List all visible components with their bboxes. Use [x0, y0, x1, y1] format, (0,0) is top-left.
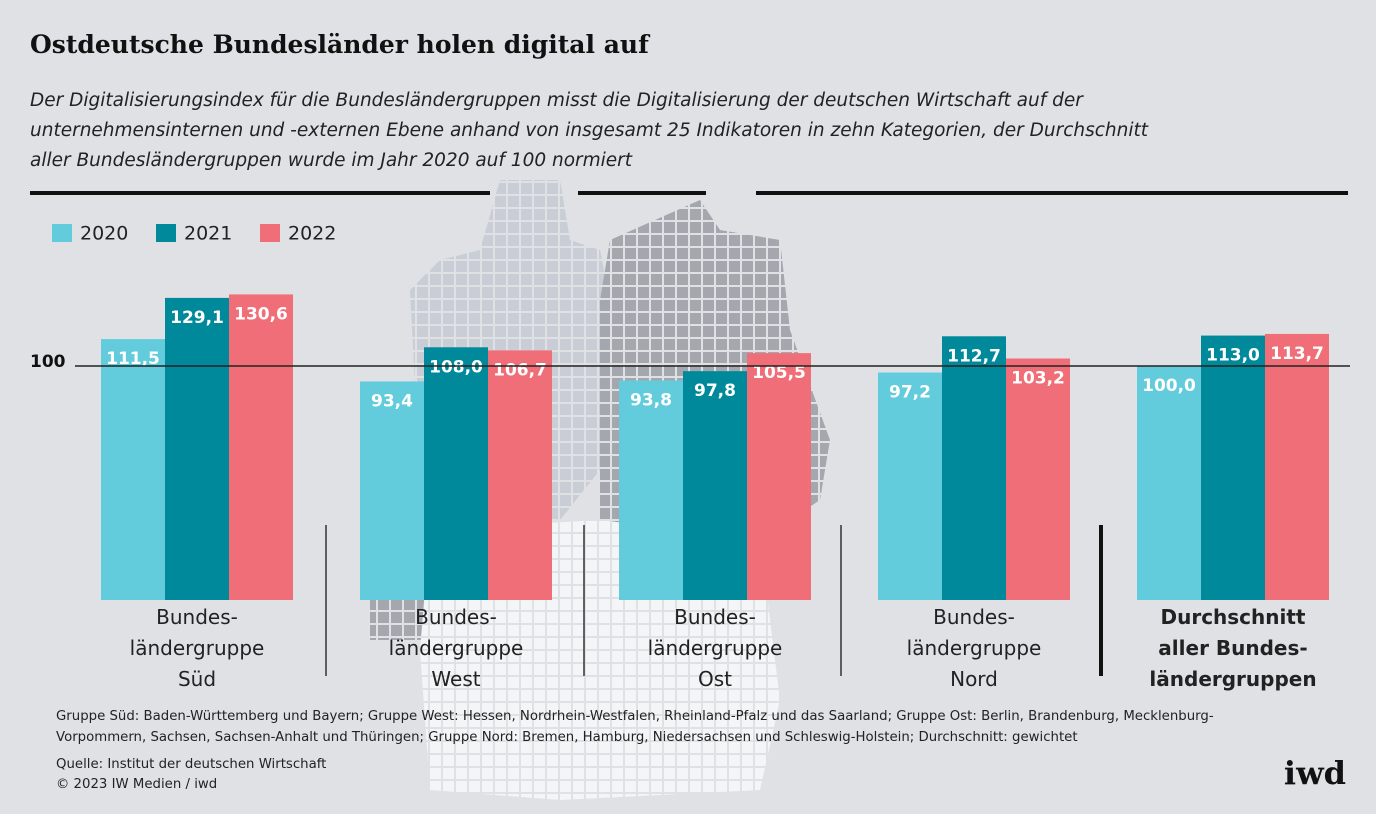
bar [942, 336, 1006, 600]
value-label: 106,7 [493, 360, 547, 380]
legend-swatch [52, 224, 72, 242]
bar [619, 380, 683, 600]
value-label: 100,0 [1142, 376, 1196, 396]
group-separator [325, 525, 1103, 676]
source: Quelle: Institut der deutschen Wirtschaf… [56, 757, 327, 772]
logo: iwd [1283, 754, 1346, 792]
bar [878, 372, 942, 600]
value-label: 105,5 [752, 363, 806, 383]
value-label: 97,8 [694, 381, 736, 401]
title: Ostdeutsche Bundesländer holen digital a… [30, 30, 649, 59]
bar [424, 347, 488, 600]
copyright: © 2023 IW Medien / iwd [56, 777, 218, 792]
notes: Gruppe Süd: Baden-Württemberg und Bayern… [56, 709, 1214, 745]
bar [1137, 366, 1201, 600]
category-label: Bundes- ländergruppe Süd [129, 605, 265, 691]
bar [229, 294, 293, 600]
value-label: 129,1 [170, 308, 224, 328]
value-label: 103,2 [1011, 369, 1065, 389]
subtitle: Der Digitalisierungsindex für die Bundes… [30, 90, 1149, 171]
category-label: Durchschnitt aller Bundes- ländergruppen [1149, 605, 1317, 691]
bar [1006, 358, 1070, 600]
value-label: 93,8 [630, 391, 672, 411]
bar [488, 350, 552, 600]
value-label: 113,7 [1270, 344, 1324, 364]
legend-label: 2021 [184, 223, 232, 245]
legend-label: 2022 [288, 223, 336, 245]
value-label: 93,4 [371, 391, 413, 411]
legend-label: 2020 [80, 223, 128, 245]
bar [747, 353, 811, 600]
category-label: Bundes- ländergruppe Ost [647, 605, 783, 691]
category-label: Bundes- ländergruppe Nord [906, 605, 1042, 691]
category-label: Bundes- ländergruppe West [388, 605, 524, 691]
bar [101, 339, 165, 600]
bar [683, 371, 747, 600]
value-label: 112,7 [947, 346, 1001, 366]
bar [165, 297, 229, 600]
y-tick-label: 100 [30, 352, 66, 372]
value-label: 97,2 [889, 383, 931, 403]
value-label: 130,6 [234, 304, 288, 324]
bar [1201, 335, 1265, 600]
legend-swatch [156, 224, 176, 242]
bar [360, 381, 424, 600]
legend-swatch [260, 224, 280, 242]
value-label: 108,0 [429, 357, 483, 377]
bar [1265, 333, 1329, 600]
value-label: 111,5 [106, 349, 160, 369]
value-label: 113,0 [1206, 346, 1260, 366]
